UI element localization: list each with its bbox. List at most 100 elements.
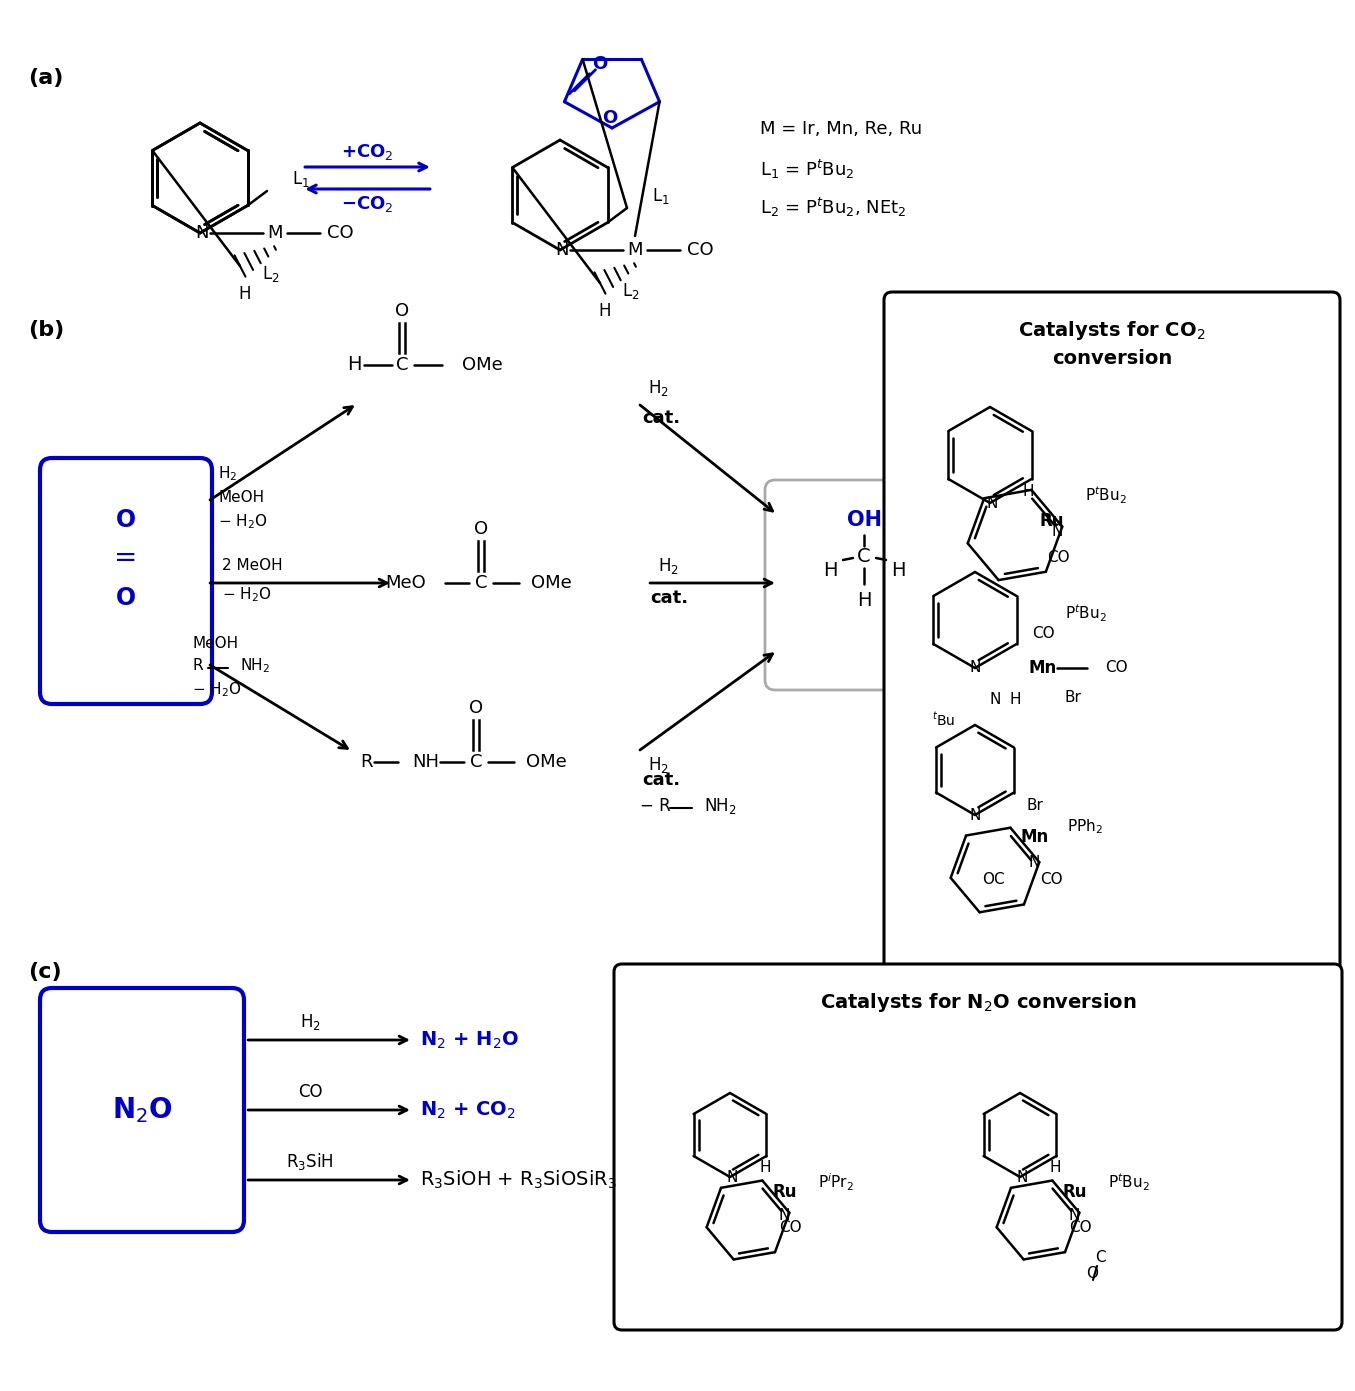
Text: L$_2$ = P$^t$Bu$_2$, NEt$_2$: L$_2$ = P$^t$Bu$_2$, NEt$_2$ xyxy=(760,196,906,220)
Text: P$^t$Bu$_2$: P$^t$Bu$_2$ xyxy=(1085,484,1127,506)
Text: CO: CO xyxy=(1046,551,1069,566)
FancyBboxPatch shape xyxy=(41,458,211,704)
Text: − H$_2$O: − H$_2$O xyxy=(218,513,268,531)
Text: cat.: cat. xyxy=(642,771,680,789)
Text: Ru: Ru xyxy=(1039,512,1064,530)
Text: N: N xyxy=(989,693,1001,708)
Text: O: O xyxy=(1085,1266,1098,1281)
Text: N: N xyxy=(969,808,981,822)
Text: − H$_2$O: − H$_2$O xyxy=(192,680,241,700)
Text: MeO: MeO xyxy=(385,574,425,593)
Text: N: N xyxy=(986,495,997,510)
Text: NH$_2$: NH$_2$ xyxy=(705,796,737,817)
Text: CO: CO xyxy=(327,224,354,242)
Text: CO: CO xyxy=(1031,626,1054,640)
Text: cat.: cat. xyxy=(650,588,688,606)
Text: CO: CO xyxy=(687,241,713,259)
Text: Mn: Mn xyxy=(1020,828,1049,846)
Text: P$^t$Bu$_2$: P$^t$Bu$_2$ xyxy=(1108,1171,1150,1192)
Text: NH: NH xyxy=(412,753,439,771)
Text: CO: CO xyxy=(298,1084,322,1102)
Text: N: N xyxy=(1016,1170,1027,1185)
Text: − H$_2$O: − H$_2$O xyxy=(222,586,271,604)
Text: Br: Br xyxy=(1065,690,1081,705)
Text: MeOH: MeOH xyxy=(218,491,264,505)
Text: N$_2$ + H$_2$O: N$_2$ + H$_2$O xyxy=(420,1029,519,1050)
Text: H$_2$: H$_2$ xyxy=(648,755,669,775)
Text: conversion: conversion xyxy=(1051,349,1172,367)
Text: N: N xyxy=(779,1209,790,1223)
Text: CO: CO xyxy=(1069,1220,1091,1234)
Text: H: H xyxy=(822,561,837,580)
Text: O: O xyxy=(469,700,484,716)
Text: (b): (b) xyxy=(28,320,64,339)
Text: O: O xyxy=(474,520,488,538)
Text: O: O xyxy=(394,302,409,320)
Text: Mn: Mn xyxy=(1028,659,1057,677)
Text: H: H xyxy=(759,1160,771,1174)
Text: N$_2$O: N$_2$O xyxy=(111,1095,172,1125)
Text: Catalysts for CO$_2$: Catalysts for CO$_2$ xyxy=(1019,319,1206,342)
Text: H$_2$: H$_2$ xyxy=(648,378,669,398)
Text: N: N xyxy=(969,661,981,676)
Text: H: H xyxy=(347,356,362,374)
Text: L$_1$ = P$^t$Bu$_2$: L$_1$ = P$^t$Bu$_2$ xyxy=(760,159,855,181)
Text: R: R xyxy=(360,753,373,771)
Text: =: = xyxy=(114,544,138,572)
Text: Ru: Ru xyxy=(1062,1182,1087,1200)
Text: MeOH: MeOH xyxy=(192,636,238,651)
Text: O: O xyxy=(117,508,136,531)
Text: H: H xyxy=(1049,1160,1061,1174)
Text: R$_3$SiH: R$_3$SiH xyxy=(286,1152,333,1173)
Text: N: N xyxy=(1051,524,1062,540)
Text: R$_3$SiOH + R$_3$SiOSiR$_3$: R$_3$SiOH + R$_3$SiOSiR$_3$ xyxy=(420,1168,617,1191)
Text: N$_2$ + CO$_2$: N$_2$ + CO$_2$ xyxy=(420,1099,516,1121)
Text: −CO$_2$: −CO$_2$ xyxy=(340,193,393,214)
Text: − R: − R xyxy=(640,797,671,815)
Text: R: R xyxy=(192,658,203,673)
Text: H: H xyxy=(890,561,905,580)
Text: CO: CO xyxy=(1041,872,1062,887)
Text: C: C xyxy=(396,356,408,374)
Text: P$^t$Bu$_2$: P$^t$Bu$_2$ xyxy=(1065,602,1107,623)
Text: Catalysts for N$_2$O conversion: Catalysts for N$_2$O conversion xyxy=(820,990,1137,1014)
Text: O: O xyxy=(117,586,136,611)
Text: H: H xyxy=(1022,484,1034,498)
Text: O: O xyxy=(603,108,618,127)
Text: Br: Br xyxy=(1027,797,1043,812)
Text: (c): (c) xyxy=(28,963,61,982)
Text: PPh$_2$: PPh$_2$ xyxy=(1066,818,1103,836)
Text: OMe: OMe xyxy=(462,356,503,374)
Text: C: C xyxy=(474,574,488,593)
Text: C: C xyxy=(1095,1251,1106,1266)
Text: M: M xyxy=(267,224,283,242)
Text: N: N xyxy=(195,224,209,242)
Text: OMe: OMe xyxy=(526,753,566,771)
Text: H$_2$: H$_2$ xyxy=(659,556,679,576)
Text: CO: CO xyxy=(1104,661,1127,676)
Text: O: O xyxy=(592,54,607,72)
Text: M = Ir, Mn, Re, Ru: M = Ir, Mn, Re, Ru xyxy=(760,120,923,138)
FancyBboxPatch shape xyxy=(766,480,963,690)
FancyBboxPatch shape xyxy=(883,292,1340,972)
FancyBboxPatch shape xyxy=(41,988,244,1232)
Text: OMe: OMe xyxy=(531,574,572,593)
Text: H: H xyxy=(1009,693,1020,708)
Text: OC: OC xyxy=(982,872,1005,887)
Text: H: H xyxy=(238,285,251,303)
Text: N: N xyxy=(556,241,569,259)
Text: C: C xyxy=(858,548,871,566)
Text: H$_2$: H$_2$ xyxy=(218,465,237,483)
Text: cat.: cat. xyxy=(642,409,680,427)
FancyBboxPatch shape xyxy=(614,964,1341,1330)
Text: +CO$_2$: +CO$_2$ xyxy=(340,142,393,161)
Text: CO: CO xyxy=(779,1220,801,1234)
Text: 2 MeOH: 2 MeOH xyxy=(222,559,283,573)
Text: M: M xyxy=(627,241,642,259)
Text: N: N xyxy=(1069,1209,1080,1223)
Text: L$_1$: L$_1$ xyxy=(291,168,310,189)
Text: L$_2$: L$_2$ xyxy=(622,281,640,300)
Text: NH$_2$: NH$_2$ xyxy=(240,657,270,676)
Text: (a): (a) xyxy=(28,68,64,88)
Text: $^t$Bu: $^t$Bu xyxy=(932,711,955,729)
